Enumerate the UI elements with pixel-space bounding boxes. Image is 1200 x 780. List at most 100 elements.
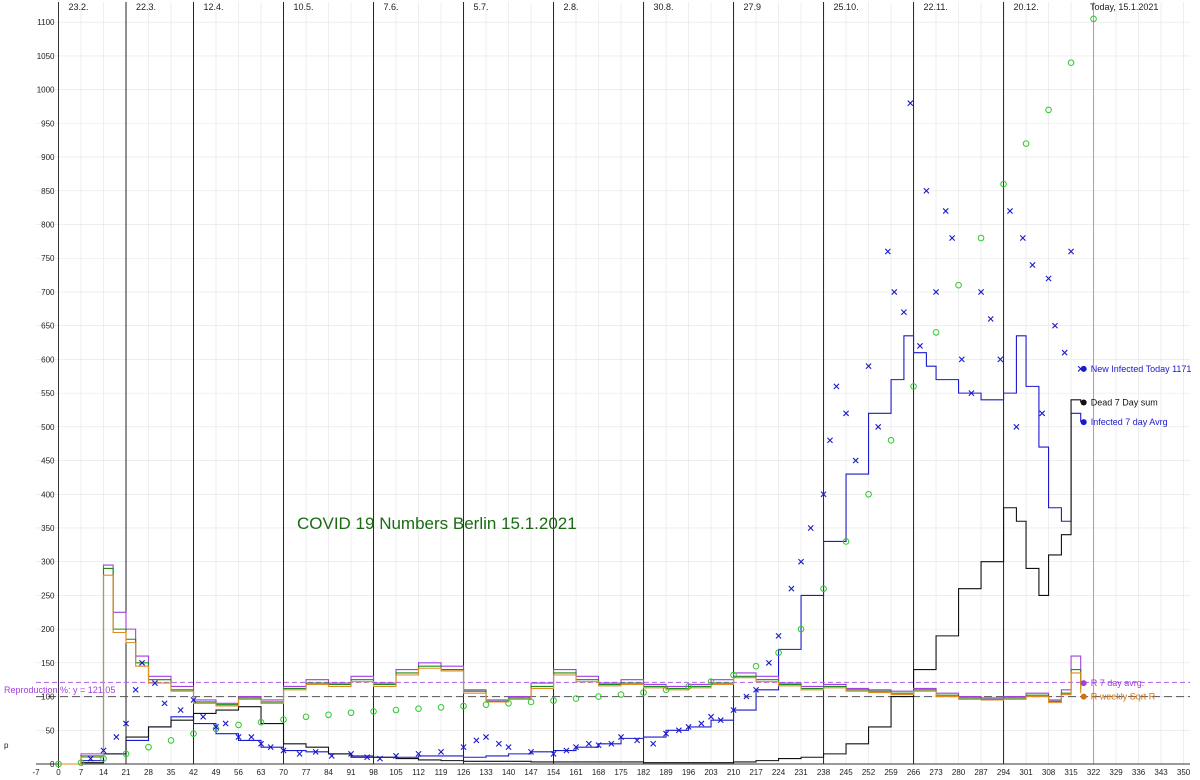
- series-6: [87, 100, 1084, 762]
- new-infected-point: [765, 659, 772, 666]
- new-infected-point: [875, 423, 882, 430]
- cumulative-point: [302, 713, 310, 721]
- new-infected-point: [968, 390, 975, 397]
- y-tick-label: 250: [41, 591, 55, 600]
- new-infected-point: [296, 750, 303, 757]
- x-tick-label: 252: [862, 768, 876, 777]
- date-marker-label: 5.7.: [474, 2, 489, 12]
- new-infected-point: [258, 740, 265, 747]
- new-infected-point: [473, 737, 480, 744]
- y-tick-label: 300: [41, 558, 55, 567]
- y-tick-label: 500: [41, 423, 55, 432]
- x-tick-label: 161: [569, 768, 583, 777]
- y-tick-label: 0: [50, 760, 55, 769]
- date-marker-label: 20.12.: [1014, 2, 1039, 12]
- cumulative-point: [617, 691, 625, 698]
- cumulative-point: [370, 708, 377, 715]
- new-infected-point: [717, 717, 724, 724]
- new-infected-point: [235, 734, 242, 741]
- new-infected-point: [753, 686, 760, 693]
- new-infected-point: [987, 315, 994, 322]
- new-infected-point: [132, 686, 139, 693]
- x-tick-label: 56: [234, 768, 243, 777]
- cumulative-point: [1022, 140, 1030, 147]
- cumulative-point: [190, 730, 197, 737]
- new-infected-point: [376, 755, 383, 762]
- date-marker-label: 22.3.: [136, 2, 156, 12]
- new-infected-point: [1061, 349, 1068, 356]
- new-infected-point: [1045, 275, 1052, 282]
- new-infected-point: [1039, 410, 1046, 417]
- cumulative-point: [1067, 59, 1075, 66]
- new-infected-point: [460, 744, 467, 751]
- series-line: [58, 399, 1082, 765]
- y-tick-label: 800: [41, 221, 55, 230]
- x-tick-label: 315: [1064, 768, 1078, 777]
- cumulative-point: [392, 706, 400, 714]
- new-infected-point: [1068, 248, 1075, 255]
- new-infected-point: [483, 734, 490, 741]
- new-infected-point: [438, 748, 445, 755]
- y-tick-label: 1050: [37, 52, 55, 61]
- x-tick-label: 168: [592, 768, 606, 777]
- x-tick-label: 14: [99, 768, 108, 777]
- x-tick-label: 294: [997, 768, 1011, 777]
- x-tick-label: 49: [212, 768, 221, 777]
- date-marker-label: 22.11.: [924, 2, 948, 12]
- new-infected-point: [997, 356, 1004, 363]
- new-infected-point: [328, 752, 335, 759]
- x-tick-label: 98: [369, 768, 378, 777]
- series-line: [58, 564, 1082, 765]
- series-layer: [55, 15, 1097, 768]
- new-infected-point: [1019, 235, 1026, 242]
- y-tick-label: 350: [41, 524, 55, 533]
- annotation-label: Dead 7 Day sum: [1091, 398, 1158, 408]
- annotation-label: R weekly Sqrt R: [1091, 692, 1156, 702]
- new-infected-point: [843, 410, 850, 417]
- new-infected-point: [900, 309, 907, 316]
- x-tick-label: 266: [907, 768, 921, 777]
- x-tick-label: 301: [1019, 768, 1033, 777]
- new-infected-point: [634, 737, 641, 744]
- cumulative-point: [977, 234, 985, 242]
- new-infected-point: [884, 248, 891, 255]
- x-tick-label: 126: [457, 768, 471, 777]
- x-tick-label: 119: [435, 768, 448, 777]
- date-marker-label: 2.8.: [564, 2, 579, 12]
- cumulative-point: [707, 678, 715, 686]
- new-infected-point: [708, 713, 715, 720]
- x-tick-label: 350: [1177, 768, 1191, 777]
- cumulative-point: [55, 760, 62, 768]
- axes-layer: [36, 2, 1190, 768]
- annotation-label: New Infected Today 1171: [1091, 364, 1192, 374]
- new-infected-point: [213, 723, 219, 730]
- x-tick-label: 35: [167, 768, 176, 777]
- y-tick-label: 400: [41, 490, 55, 499]
- cumulative-point: [527, 698, 535, 706]
- x-tick-label: 7: [79, 768, 84, 777]
- new-infected-point: [1029, 262, 1036, 268]
- cumulative-point: [415, 705, 422, 713]
- x-tick-label: 21: [122, 768, 131, 777]
- y-tick-label: 650: [41, 322, 55, 331]
- date-marker-label: 12.4.: [204, 2, 224, 12]
- new-infected-point: [933, 288, 940, 295]
- new-infected-point: [650, 740, 657, 747]
- y-tick-label: 450: [41, 457, 55, 466]
- new-infected-point: [393, 752, 400, 759]
- new-infected-point: [865, 363, 872, 370]
- y-axis-label: p: [4, 741, 9, 750]
- x-tick-label: 77: [302, 768, 311, 777]
- cumulative-point: [122, 750, 130, 758]
- new-infected-point: [113, 734, 120, 741]
- new-infected-point: [222, 720, 229, 727]
- x-tick-label: 175: [614, 768, 628, 777]
- new-infected-point: [348, 750, 355, 757]
- x-tick-label: 336: [1132, 768, 1146, 777]
- cumulative-point: [685, 683, 692, 690]
- x-tick-label: 259: [884, 768, 898, 777]
- x-tick-label: 329: [1109, 768, 1123, 777]
- annotation-dot: [1080, 680, 1087, 687]
- new-infected-point: [364, 754, 371, 761]
- cumulative-point: [1000, 180, 1007, 188]
